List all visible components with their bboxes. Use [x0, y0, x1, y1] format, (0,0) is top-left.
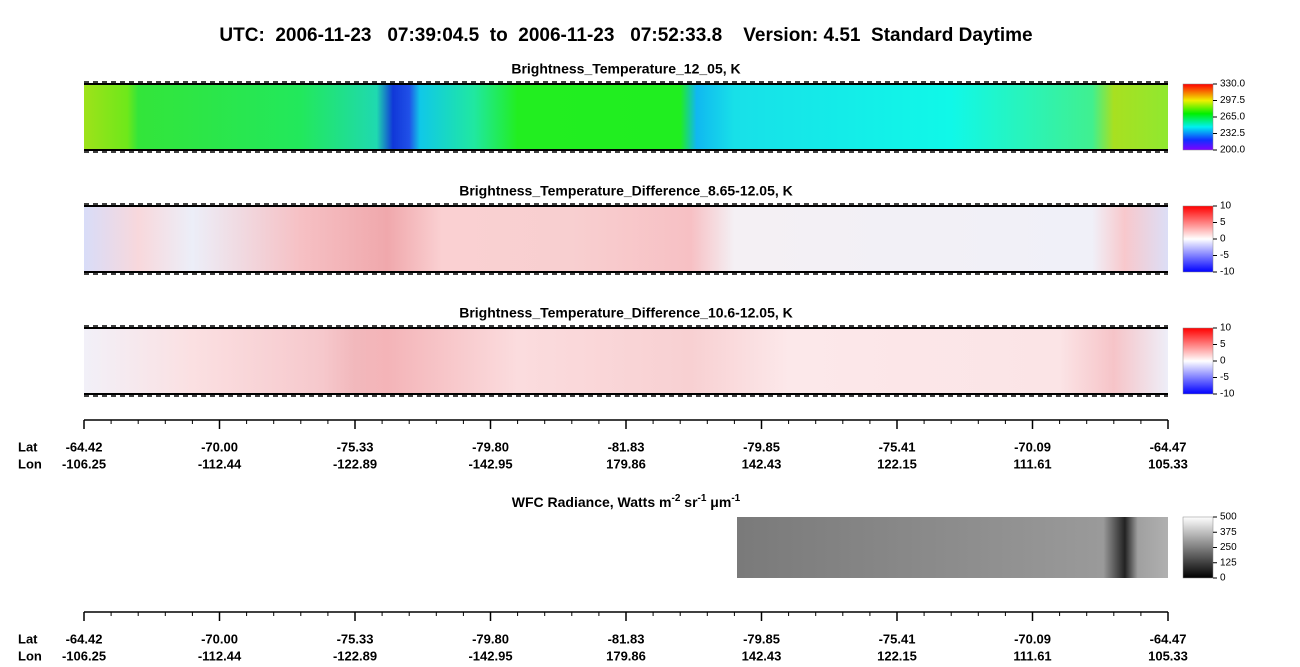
lat-value: -79.85 [743, 631, 780, 646]
lon-label: Lon [18, 456, 42, 471]
lon-value: -142.95 [468, 456, 512, 471]
image-strip [84, 206, 1168, 272]
lat-value: -70.00 [201, 631, 238, 646]
title-part: μm [706, 494, 731, 510]
title-part: WFC Radiance, Watts m [512, 494, 672, 510]
lat-value: -75.41 [879, 631, 916, 646]
lat-value: -75.33 [337, 439, 374, 454]
panel-title: Brightness_Temperature_12_05, K [511, 61, 740, 77]
lat-value: -79.85 [743, 439, 780, 454]
lon-value: -112.44 [198, 648, 242, 663]
lat-value: -64.42 [66, 631, 103, 646]
lon-value: 111.61 [1013, 456, 1051, 471]
lat-value: -79.80 [472, 631, 509, 646]
lat-value: -70.09 [1014, 631, 1051, 646]
colorbar [1182, 83, 1214, 151]
lon-value: 122.15 [877, 648, 917, 663]
page-title: UTC: 2006-11-23 07:39:04.5 to 2006-11-23… [219, 25, 1032, 46]
colorbar-label: -10 [1220, 389, 1235, 400]
colorbar [1182, 516, 1214, 579]
lon-value: -106.25 [62, 648, 106, 663]
colorbar-label: -10 [1220, 267, 1235, 278]
colorbar [1182, 327, 1214, 395]
panel-title: Brightness_Temperature_Difference_8.65-1… [459, 183, 793, 199]
colorbar-label: 10 [1220, 323, 1232, 334]
lon-value: 142.43 [742, 456, 782, 471]
colorbar-label: 232.5 [1220, 128, 1245, 139]
colorbar-label: 375 [1220, 527, 1237, 538]
colorbar-label: 5 [1220, 217, 1226, 228]
lat-value: -81.83 [608, 439, 645, 454]
lon-value: 142.43 [742, 648, 782, 663]
colorbar-label: 500 [1220, 512, 1237, 523]
lat-value: -79.80 [472, 439, 509, 454]
colorbar-label: 250 [1220, 542, 1237, 553]
colorbar-label: 0 [1220, 234, 1226, 245]
lon-value: 179.86 [606, 648, 646, 663]
lon-value: -122.89 [333, 456, 377, 471]
colorbar [1182, 205, 1214, 273]
colorbar-label: 5 [1220, 339, 1226, 350]
lon-value: 105.33 [1148, 456, 1188, 471]
lat-value: -75.41 [879, 439, 916, 454]
lat-value: -64.47 [1150, 631, 1187, 646]
lon-label: Lon [18, 648, 42, 663]
colorbar-label: 125 [1220, 557, 1237, 568]
lon-value: 105.33 [1148, 648, 1188, 663]
lat-value: -75.33 [337, 631, 374, 646]
colorbar-label: -5 [1220, 250, 1229, 261]
image-strip [737, 517, 1168, 578]
lat-value: -81.83 [608, 631, 645, 646]
panel-title: Brightness_Temperature_Difference_10.6-1… [459, 305, 793, 321]
colorbar-label: 0 [1220, 356, 1226, 367]
lon-value: 111.61 [1013, 648, 1051, 663]
lon-value: 122.15 [877, 456, 917, 471]
title-part: sr [680, 494, 698, 510]
lon-value: 179.86 [606, 456, 646, 471]
superscript: -1 [731, 493, 740, 504]
lat-value: -64.47 [1150, 439, 1187, 454]
colorbar-label: 200.0 [1220, 145, 1245, 156]
panel-title: WFC Radiance, Watts m-2 sr-1 μm-1 [512, 493, 741, 510]
image-strip [84, 84, 1168, 150]
lat-value: -70.09 [1014, 439, 1051, 454]
colorbar-label: 0 [1220, 573, 1226, 584]
superscript: -2 [671, 493, 680, 504]
colorbar-label: 330.0 [1220, 79, 1245, 90]
lat-value: -70.00 [201, 439, 238, 454]
colorbar-label: 265.0 [1220, 112, 1245, 123]
colorbar-label: -5 [1220, 372, 1229, 383]
image-strip [84, 328, 1168, 394]
lon-value: -106.25 [62, 456, 106, 471]
lon-value: -122.89 [333, 648, 377, 663]
lon-value: -112.44 [198, 456, 242, 471]
lat-value: -64.42 [66, 439, 103, 454]
lat-label: Lat [18, 439, 38, 454]
superscript: -1 [698, 493, 707, 504]
lat-label: Lat [18, 631, 38, 646]
lon-value: -142.95 [468, 648, 512, 663]
colorbar-label: 297.5 [1220, 95, 1245, 106]
colorbar-label: 10 [1220, 201, 1232, 212]
